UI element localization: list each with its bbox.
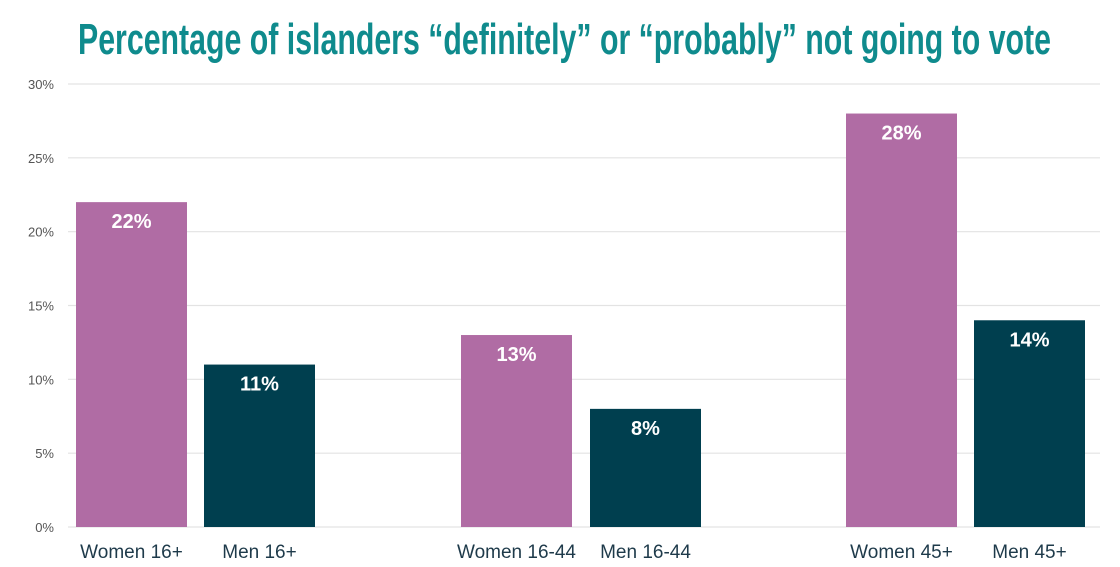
- bar: [590, 408, 701, 527]
- data-label: 14%: [1009, 329, 1049, 351]
- y-tick-label: 25%: [28, 151, 54, 166]
- data-label: 11%: [240, 374, 279, 396]
- chart-title: Percentage of islanders “definitely” or …: [78, 15, 1051, 64]
- bar: [204, 364, 315, 527]
- data-label: 22%: [111, 211, 151, 233]
- x-tick-label: Women 45+: [850, 542, 953, 563]
- y-tick-label: 30%: [28, 77, 54, 92]
- bar: [461, 335, 572, 527]
- x-tick-label: Women 16-44: [457, 542, 576, 563]
- y-tick-label: 20%: [28, 225, 54, 240]
- y-tick-label: 15%: [28, 299, 54, 314]
- data-label: 28%: [881, 123, 921, 145]
- y-tick-label: 10%: [28, 372, 54, 387]
- bar: [846, 113, 957, 528]
- x-tick-label: Men 45+: [992, 542, 1066, 563]
- y-tick-label: 5%: [35, 446, 54, 461]
- data-label: 8%: [631, 418, 660, 440]
- y-tick-label: 0%: [35, 520, 54, 535]
- x-tick-label: Men 16-44: [600, 542, 691, 563]
- data-label: 13%: [496, 344, 536, 366]
- x-tick-label: Women 16+: [80, 542, 183, 563]
- bar: [974, 320, 1085, 527]
- x-tick-label: Men 16+: [222, 542, 296, 563]
- bar: [76, 202, 187, 527]
